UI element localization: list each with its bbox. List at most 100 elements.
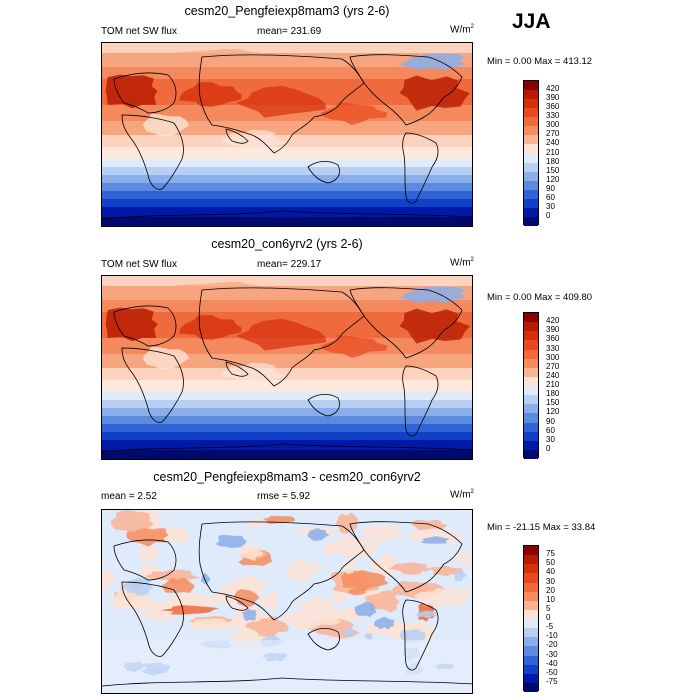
colorbar-box [524,322,538,332]
colorbar-box [524,664,538,674]
panel-2-map-field [102,276,472,459]
colorbar-tick-label: 30 [546,576,555,586]
colorbar-tick-label: 40 [546,567,555,577]
panel-3-map [101,509,473,694]
colorbar-tick-label: -50 [546,667,558,677]
colorbar-tick-label: 150 [546,165,560,175]
colorbar-tick-label: 30 [546,201,555,211]
colorbar-box [524,108,538,118]
colorbar-box [524,395,538,405]
colorbar-tick-label: 420 [546,84,560,94]
colorbar-box [524,81,538,91]
panel-3-units: W/m2 [450,489,474,501]
colorbar-tick-label: 20 [546,585,555,595]
colorbar-tick-label: 30 [546,434,555,444]
colorbar-tick-label: 270 [546,129,560,139]
panel-1-mean: mean= 231.69 [257,26,322,37]
colorbar-tick-label: 120 [546,174,560,184]
panel-2-minmax: Min = 0.00 Max = 409.80 [487,292,593,303]
panel-2-mean: mean= 229.17 [257,259,322,270]
colorbar-tick-label: 390 [546,93,560,103]
colorbar-tick-label: 240 [546,138,560,148]
colorbar-tick-label: 240 [546,370,560,380]
colorbar-box [524,413,538,423]
colorbar-box [524,117,538,127]
colorbar-tick-label: -75 [546,676,558,686]
colorbar-tick-label: 210 [546,380,560,389]
colorbar-box [524,440,538,450]
colorbar-box [524,655,538,665]
colorbar-box [524,582,538,592]
colorbar-tick-label: -40 [546,658,558,668]
colorbar-box [524,198,538,208]
colorbar-box [524,600,538,610]
colorbar-box [524,207,538,217]
colorbar-tick-label: 330 [546,343,560,353]
colorbar-tick-label: -20 [546,640,558,650]
panel-2-variable-label: TOM net SW flux [101,259,177,270]
colorbar-box [524,349,538,359]
colorbar-box [524,555,538,565]
colorbar-box [524,180,538,190]
colorbar-tick-label: 300 [546,120,560,130]
colorbar-tick-label: 90 [546,416,555,426]
colorbar-box [524,573,538,583]
panel-3-rmse: rmse = 5.92 [257,491,311,502]
colorbar-tick-label: 420 [546,316,560,326]
colorbar-box [524,619,538,629]
panel-1-colorbar-labels: 420 390 360 330 300 270 240 210 180 150 120 90 60 30 0 [546,80,586,225]
colorbar-box [524,153,538,163]
colorbar-box [524,135,538,145]
panel-2-title: cesm20_con6yrv2 (yrs 2-6) [211,237,363,251]
colorbar-tick-label: 50 [546,558,555,568]
colorbar-tick-label: 90 [546,183,555,193]
panel-3-minmax: Min = -21.15 Max = 33.84 [487,522,596,533]
colorbar-box [524,126,538,136]
panel-3-mean: mean = 2.52 [101,491,157,502]
colorbar-box [524,144,538,154]
colorbar-box [524,313,538,323]
colorbar-tick-label: 180 [546,156,560,166]
colorbar-tick-label: 360 [546,334,560,344]
colorbar-tick-label: 300 [546,352,560,362]
colorbar-tick-label: -10 [546,631,558,641]
panel-1-map-field [102,43,472,226]
colorbar-tick-label: -30 [546,649,558,659]
colorbar-box [524,386,538,396]
colorbar-box [524,99,538,109]
colorbar-box [524,431,538,441]
colorbar-tick-label: 0 [546,443,551,453]
colorbar-box [524,358,538,368]
panel-2-colorbar [523,312,539,459]
season-label: JJA [512,10,551,33]
panel-2-colorbar-labels: 420 390 360 330 300 270 240 210 180 150 120 90 60 30 0 [546,312,586,458]
panel-3-colorbar-labels: 75 50 40 30 20 10 5 0 -5 -10 -20 -30 -40 -50 -75 [546,545,586,691]
colorbar-box [524,637,538,647]
colorbar-box [524,609,538,619]
colorbar-box [524,189,538,199]
colorbar-tick-label: 75 [546,549,555,559]
colorbar-box [524,162,538,172]
panel-1-map [101,42,473,227]
colorbar-box [524,171,538,181]
panel-3-title: cesm20_Pengfeiexp8mam3 - cesm20_con6yrv2 [153,470,421,484]
colorbar-box [524,546,538,556]
colorbar-box [524,591,538,601]
panel-1-minmax: Min = 0.00 Max = 413.12 [487,56,593,67]
colorbar-box [524,673,538,683]
colorbar-box [524,449,538,459]
colorbar-box [524,90,538,100]
colorbar-tick-label: 0 [546,613,551,622]
panel-1-units: W/m2 [450,24,474,36]
panel-2-units: W/m2 [450,257,474,269]
colorbar-tick-label: -5 [546,622,554,632]
panel-2-map [101,275,473,460]
colorbar-tick-label: 120 [546,407,560,417]
colorbar-tick-label: 150 [546,398,560,408]
colorbar-box [524,682,538,692]
colorbar-box [524,367,538,377]
colorbar-tick-label: 0 [546,210,551,220]
colorbar-tick-label: 60 [546,192,555,202]
colorbar-tick-label: 270 [546,361,560,371]
panel-3-colorbar [523,545,539,692]
